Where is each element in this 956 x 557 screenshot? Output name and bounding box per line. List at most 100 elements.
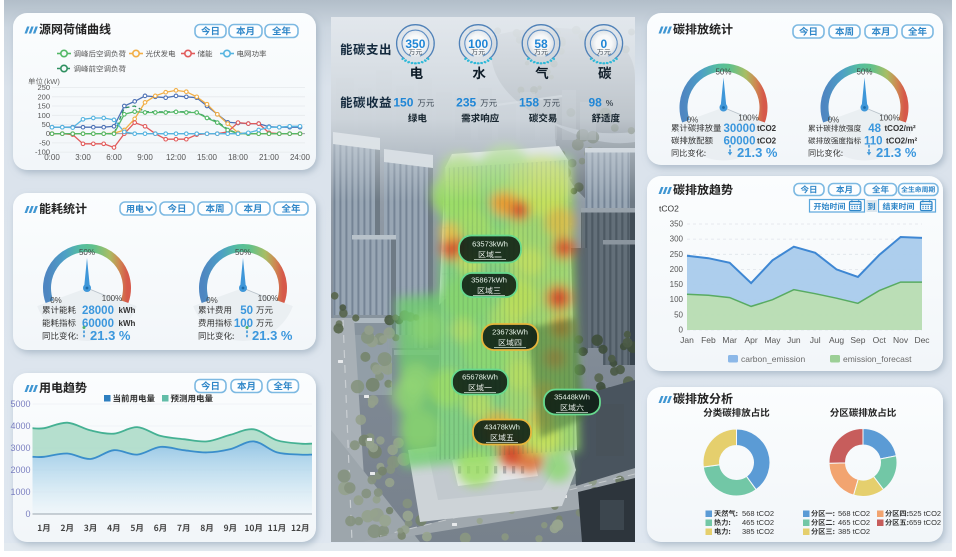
svg-text:0%: 0% xyxy=(687,116,699,125)
svg-text:Dec: Dec xyxy=(914,335,930,345)
svg-text:Sep: Sep xyxy=(850,335,865,345)
svg-text:21.3 %: 21.3 % xyxy=(876,145,917,160)
svg-text:50: 50 xyxy=(240,305,253,317)
svg-text:tCO2: tCO2 xyxy=(757,137,777,146)
svg-text:Oct: Oct xyxy=(873,335,887,345)
svg-text:35867kWh: 35867kWh xyxy=(471,276,507,285)
svg-text:465 tCO2: 465 tCO2 xyxy=(838,518,870,527)
svg-text:100%: 100% xyxy=(258,294,278,303)
svg-text:100: 100 xyxy=(37,111,50,120)
svg-text:(kW): (kW) xyxy=(44,77,60,86)
svg-text:659 tCO2: 659 tCO2 xyxy=(909,518,941,527)
svg-text:200: 200 xyxy=(670,265,684,274)
svg-text:58: 58 xyxy=(534,37,548,51)
svg-text:150: 150 xyxy=(393,96,413,110)
svg-text:250: 250 xyxy=(37,83,50,92)
svg-text:tCO2/m²: tCO2/m² xyxy=(886,137,917,146)
svg-text:tCO2: tCO2 xyxy=(757,124,777,133)
svg-text:9:00: 9:00 xyxy=(137,153,153,162)
svg-text:0:00: 0:00 xyxy=(44,153,60,162)
svg-text:28000: 28000 xyxy=(82,305,114,317)
svg-text:63573kWh: 63573kWh xyxy=(472,240,508,249)
svg-text:385 tCO2: 385 tCO2 xyxy=(742,527,774,536)
svg-text:100: 100 xyxy=(234,318,253,330)
svg-text:5000: 5000 xyxy=(10,399,30,409)
svg-text:350: 350 xyxy=(670,220,684,229)
svg-text:May: May xyxy=(764,335,781,345)
svg-text:43478kWh: 43478kWh xyxy=(484,423,520,432)
svg-text:568 tCO2: 568 tCO2 xyxy=(742,509,774,518)
svg-text:Jan: Jan xyxy=(680,335,694,345)
svg-text:0%: 0% xyxy=(206,296,218,305)
svg-text:0: 0 xyxy=(46,129,50,138)
svg-text:3:00: 3:00 xyxy=(75,153,91,162)
svg-text:50: 50 xyxy=(674,310,683,319)
svg-text:250: 250 xyxy=(670,250,684,259)
svg-text:%: % xyxy=(606,98,614,108)
svg-text:200: 200 xyxy=(37,92,50,101)
svg-text:3000: 3000 xyxy=(10,443,30,453)
svg-text:12:00: 12:00 xyxy=(166,153,187,162)
svg-text:Apr: Apr xyxy=(744,335,757,345)
svg-text:465 tCO2: 465 tCO2 xyxy=(742,518,774,527)
svg-text:21.3 %: 21.3 % xyxy=(90,328,131,343)
svg-text:50%: 50% xyxy=(715,68,731,77)
svg-text:Nov: Nov xyxy=(893,335,909,345)
svg-text:0%: 0% xyxy=(50,296,62,305)
svg-text:35448kWh: 35448kWh xyxy=(554,393,590,402)
svg-text:30000: 30000 xyxy=(724,123,756,135)
svg-text:tCO2/m²: tCO2/m² xyxy=(885,124,916,133)
svg-text:2000: 2000 xyxy=(10,465,30,475)
svg-text:21:00: 21:00 xyxy=(259,153,280,162)
svg-text:100%: 100% xyxy=(738,114,758,123)
svg-text:50: 50 xyxy=(42,120,50,129)
svg-text:21.3 %: 21.3 % xyxy=(252,328,293,343)
svg-text:50%: 50% xyxy=(79,248,95,257)
svg-text:50%: 50% xyxy=(856,68,872,77)
svg-text:0: 0 xyxy=(25,509,30,519)
svg-text:150: 150 xyxy=(670,280,684,289)
svg-text:Feb: Feb xyxy=(701,335,716,345)
svg-text:110: 110 xyxy=(864,136,883,148)
svg-text:4000: 4000 xyxy=(10,421,30,431)
svg-text:kWh: kWh xyxy=(119,319,136,328)
svg-text:385 tCO2: 385 tCO2 xyxy=(838,527,870,536)
svg-text:150: 150 xyxy=(37,102,50,111)
svg-text:tCO2: tCO2 xyxy=(659,204,679,214)
svg-text:Mar: Mar xyxy=(722,335,737,345)
svg-text:65678kWh: 65678kWh xyxy=(462,373,498,382)
svg-text:kWh: kWh xyxy=(119,306,136,315)
svg-text:23673kWh: 23673kWh xyxy=(492,328,528,337)
svg-text:carbon_emission: carbon_emission xyxy=(741,354,806,364)
svg-text:-50: -50 xyxy=(39,138,50,147)
svg-text:100: 100 xyxy=(468,37,488,51)
svg-text:0: 0 xyxy=(600,37,607,51)
svg-text:568 tCO2: 568 tCO2 xyxy=(838,509,870,518)
svg-text:emission_forecast: emission_forecast xyxy=(843,354,912,364)
svg-text:6:00: 6:00 xyxy=(106,153,122,162)
svg-text:100%: 100% xyxy=(879,114,899,123)
svg-text:1000: 1000 xyxy=(10,487,30,497)
svg-text:21.3 %: 21.3 % xyxy=(737,145,778,160)
svg-text:50%: 50% xyxy=(235,248,251,257)
svg-text:100%: 100% xyxy=(102,294,122,303)
svg-text:100: 100 xyxy=(670,295,684,304)
svg-text:350: 350 xyxy=(405,37,425,51)
svg-text:24:00: 24:00 xyxy=(290,153,311,162)
svg-text:48: 48 xyxy=(868,123,881,135)
svg-text:60000: 60000 xyxy=(724,136,756,148)
svg-text:Jul: Jul xyxy=(810,335,821,345)
svg-text:300: 300 xyxy=(670,235,684,244)
svg-text:0: 0 xyxy=(679,326,684,335)
svg-text:Aug: Aug xyxy=(829,335,844,345)
svg-text:525 tCO2: 525 tCO2 xyxy=(909,509,941,518)
svg-text:98: 98 xyxy=(588,96,602,110)
svg-text:Jun: Jun xyxy=(787,335,801,345)
svg-text:158: 158 xyxy=(519,96,539,110)
svg-text:-100: -100 xyxy=(35,148,50,157)
svg-text:18:00: 18:00 xyxy=(228,153,249,162)
svg-text:15:00: 15:00 xyxy=(197,153,218,162)
svg-text:0%: 0% xyxy=(828,116,840,125)
svg-text:235: 235 xyxy=(456,96,476,110)
svg-text:60000: 60000 xyxy=(82,318,114,330)
